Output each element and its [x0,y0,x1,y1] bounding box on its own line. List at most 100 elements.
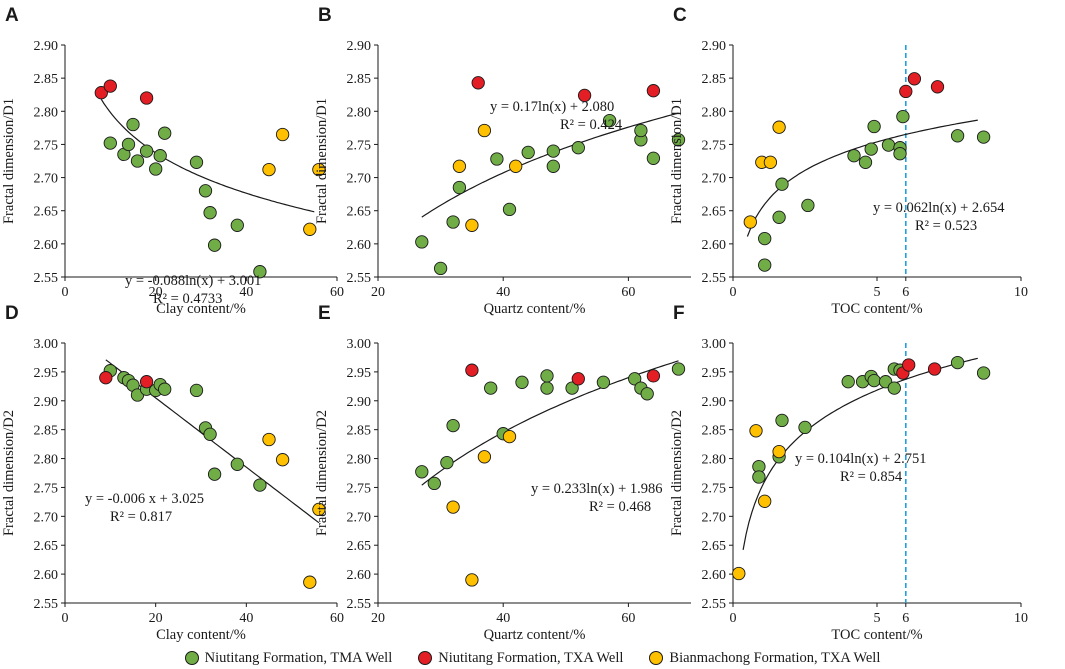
y-tick-label: 2.85 [702,424,727,439]
data-point [490,152,504,166]
trend-line-a [100,98,315,213]
y-tick-label: 2.70 [34,172,59,187]
series-c-0 [758,109,991,272]
data-point [153,149,167,163]
x-tick-label: 5 [874,611,881,626]
equation-b: y = 0.17ln(x) + 2.080 [490,99,614,115]
y-tick-label: 2.85 [34,72,59,87]
r-squared-a: R² = 0.4733 [153,291,222,307]
data-point [772,210,786,224]
y-tick-label: 2.95 [34,366,59,381]
series-f-0 [752,355,991,484]
x-tick-label: 10 [1014,285,1028,300]
data-point [772,120,786,134]
data-point [275,453,290,467]
data-point [103,136,117,150]
y-tick-label: 2.65 [34,539,59,554]
data-point [427,476,441,491]
legend-item-txa-bianmachong: Bianmachong Formation, TXA Well [649,650,880,667]
data-point [841,375,855,389]
x-tick-label: 0 [730,611,737,626]
equation-e: y = 0.233ln(x) + 1.986 [531,481,663,497]
y-tick-label: 2.65 [347,539,372,554]
data-point [415,235,429,249]
equation-f: y = 0.104ln(x) + 2.751 [795,451,927,467]
data-point [477,123,492,138]
y-tick-label: 2.90 [347,39,372,54]
data-point [509,159,523,173]
data-point [577,88,592,103]
data-point [752,470,766,484]
data-point [571,141,585,155]
r-squared-f: R² = 0.854 [840,469,903,485]
equation-a: y = -0.088ln(x) + 3.001 [125,273,261,289]
data-point [749,424,763,438]
series-d-2 [262,432,326,589]
x-tick-label: 5 [874,285,881,300]
y-tick-label: 2.75 [347,481,372,496]
legend: Niutitang Formation, TMA Well Niutitang … [0,648,1065,668]
y-tick-label: 2.80 [347,105,372,120]
x-axis-label-e: Quartz content/% [484,627,586,643]
r-squared-d: R² = 0.817 [110,509,172,525]
data-point [801,198,815,213]
y-tick-label: 2.90 [34,395,59,410]
series-e-0 [415,362,686,491]
y-tick-label: 2.95 [702,366,727,381]
data-point [312,162,326,177]
data-point [446,418,460,433]
y-tick-label: 2.75 [702,481,727,496]
x-tick-label: 0 [62,285,69,300]
y-tick-label: 2.65 [347,205,372,220]
y-tick-label: 2.85 [702,72,727,87]
data-point [262,432,276,447]
data-point [858,155,873,169]
y-tick-label: 2.85 [34,424,59,439]
y-tick-label: 2.55 [347,271,372,286]
data-point [446,215,460,229]
x-tick-label: 6 [902,285,909,300]
panel-e: E 2.55 2.60 2.65 2.70 2.75 2.80 2.85 2.90 2.95 3.0… [314,303,691,643]
y-tick-label: 3.00 [347,337,372,352]
data-point [927,362,942,376]
data-point [671,133,686,147]
panel-letter-c: C [673,5,687,26]
data-point [732,566,746,581]
data-point [103,79,117,93]
data-point [950,129,965,143]
data-point [484,381,498,395]
y-axis-label-e: Fractal dimension/D2 [314,410,330,536]
x-tick-label: 60 [330,611,344,626]
y-tick-label: 2.70 [702,172,727,187]
y-tick-label: 2.80 [702,453,727,468]
data-point [149,162,163,176]
y-axis-label-d: Fractal dimension/D2 [1,410,17,536]
data-point [571,372,585,386]
legend-label-txa-bianmachong: Bianmachong Formation, TXA Well [669,649,881,666]
r-squared-e: R² = 0.468 [589,499,651,515]
data-point [415,465,429,479]
data-point [207,238,222,252]
y-tick-label: 2.55 [34,271,59,286]
data-point [275,127,290,142]
series-f-2 [732,424,786,581]
y-axis-label-b: Fractal dimension/D1 [314,98,330,224]
data-point [139,375,154,389]
x-tick-label: 20 [371,611,385,626]
data-point [887,381,901,395]
data-point [763,155,778,169]
x-tick-label: 40 [496,611,510,626]
y-tick-label: 2.95 [347,366,372,381]
x-tick-label: 10 [1014,611,1028,626]
y-tick-label: 2.90 [702,395,727,410]
data-point [471,76,485,90]
series-e-1 [465,363,661,386]
y-tick-label: 2.65 [34,205,59,220]
x-tick-label: 0 [730,285,737,300]
data-point [446,500,460,514]
y-tick-label: 2.85 [347,72,372,87]
y-tick-label: 2.55 [702,271,727,286]
x-tick-label: 40 [496,285,510,300]
panel-letter-b: B [318,5,332,26]
data-point [312,502,326,517]
